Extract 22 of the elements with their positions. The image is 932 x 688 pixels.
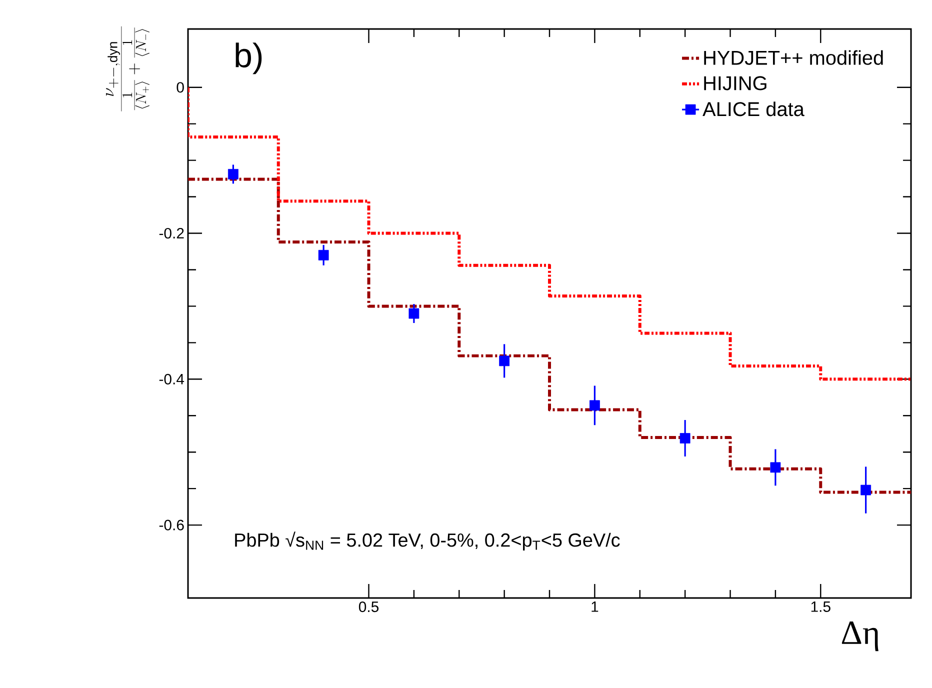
y-tick-label: -0.2 <box>159 228 184 239</box>
point <box>228 168 238 180</box>
point <box>318 250 329 260</box>
y-tick-label: -0.4 <box>159 374 184 384</box>
y-tick-label: 0 <box>176 82 184 93</box>
point <box>770 462 781 473</box>
y-tick-label: -0.6 <box>159 520 184 530</box>
x-axis-title: Δη <box>842 622 878 652</box>
point <box>680 433 690 444</box>
x-tick-label: 1.5 <box>811 602 830 612</box>
point <box>860 484 872 496</box>
point <box>589 400 600 411</box>
legend-label: ALICE data <box>702 102 804 116</box>
annotation: PbPb √s$_{NN}$ = 5.02 TeV, 0-5%, 0.2<p$_{T}$<5 GeV/c <box>235 532 620 551</box>
legend-label: HIJING <box>704 76 766 90</box>
annotation: b) <box>236 42 262 74</box>
legend-label: HYDJET++ modified <box>704 50 883 65</box>
point <box>499 356 510 366</box>
y-axis-title: $\frac{\nu_{+-,\mathrm{dyn}}}{\frac{1}{\langle N_{+}\rangle}+\frac{1}{\langle N_{-}\rangle}}$ <box>106 26 150 112</box>
x-tick-label: 0.5 <box>358 602 379 612</box>
point <box>408 308 420 319</box>
x-tick-label: 1 <box>592 602 598 612</box>
